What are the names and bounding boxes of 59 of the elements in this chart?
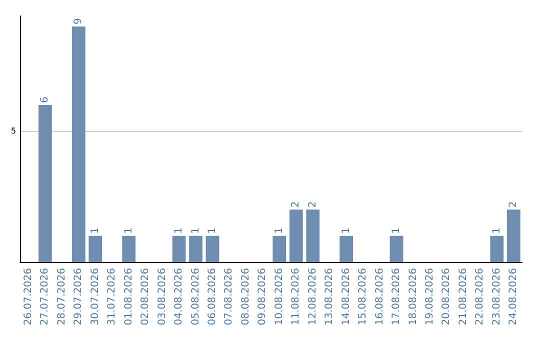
bar bbox=[340, 236, 354, 262]
x-tick-label: 10.08.2026 bbox=[274, 268, 285, 326]
x-tick-label: 13.08.2026 bbox=[324, 268, 336, 326]
bar bbox=[272, 236, 286, 262]
bar bbox=[38, 104, 52, 262]
data-label: 1 bbox=[206, 227, 218, 234]
x-tick-label: 21.08.2026 bbox=[458, 268, 469, 326]
data-label: 1 bbox=[190, 227, 202, 234]
data-label: 1 bbox=[274, 227, 285, 234]
x-tick-label: 08.08.2026 bbox=[240, 268, 252, 326]
x-tick-label: 06.08.2026 bbox=[206, 268, 218, 326]
bar bbox=[306, 210, 320, 262]
x-tick-label: 07.08.2026 bbox=[224, 268, 235, 326]
x-tick-label: 20.08.2026 bbox=[441, 268, 452, 326]
bar bbox=[172, 236, 186, 262]
x-tick-label: 29.07.2026 bbox=[73, 268, 84, 326]
data-label: 1 bbox=[340, 227, 352, 234]
x-tick-label: 24.08.2026 bbox=[508, 268, 520, 326]
x-tick-label: 15.08.2026 bbox=[358, 268, 369, 326]
x-tick-label: 19.08.2026 bbox=[424, 268, 436, 326]
bar bbox=[72, 26, 86, 262]
x-tick-label: 14.08.2026 bbox=[340, 268, 352, 326]
bar bbox=[189, 236, 202, 262]
data-label: 2 bbox=[290, 201, 302, 208]
x-tick-label: 09.08.2026 bbox=[257, 268, 268, 326]
data-label: 9 bbox=[73, 18, 84, 24]
x-tick-label: 26.07.2026 bbox=[22, 268, 34, 326]
bar bbox=[88, 236, 102, 262]
y-tick-label: 5 bbox=[10, 126, 16, 136]
data-label: 1 bbox=[123, 227, 134, 234]
x-tick-label: 04.08.2026 bbox=[174, 268, 185, 326]
x-tick-label: 18.08.2026 bbox=[408, 268, 419, 326]
x-tick-label: 05.08.2026 bbox=[190, 268, 202, 326]
data-label: 1 bbox=[491, 227, 502, 234]
data-label: 2 bbox=[508, 201, 520, 208]
bar bbox=[490, 236, 504, 262]
x-tick-label: 31.07.2026 bbox=[106, 268, 118, 326]
bar bbox=[289, 210, 303, 262]
x-tick-label: 22.08.2026 bbox=[474, 268, 486, 326]
data-label: 1 bbox=[391, 227, 402, 234]
data-label: 2 bbox=[307, 201, 318, 208]
x-tick-label: 17.08.2026 bbox=[391, 268, 402, 326]
x-tick-label: 12.08.2026 bbox=[307, 268, 318, 326]
bar bbox=[506, 210, 520, 262]
x-tick-label: 02.08.2026 bbox=[140, 268, 152, 326]
x-tick-label: 23.08.2026 bbox=[491, 268, 502, 326]
x-tick-label: 11.08.2026 bbox=[290, 268, 302, 326]
bar bbox=[206, 236, 220, 262]
bar bbox=[390, 236, 404, 262]
x-tick-label: 01.08.2026 bbox=[123, 268, 134, 326]
data-label: 6 bbox=[40, 96, 51, 103]
data-label: 1 bbox=[90, 227, 101, 234]
x-tick-label: 30.07.2026 bbox=[90, 268, 101, 326]
x-tick-label: 27.07.2026 bbox=[40, 268, 51, 326]
x-tick-label: 16.08.2026 bbox=[374, 268, 386, 326]
x-tick-label: 03.08.2026 bbox=[156, 268, 168, 326]
x-tick-label: 28.07.2026 bbox=[56, 268, 68, 326]
bar bbox=[122, 236, 136, 262]
data-label: 1 bbox=[174, 227, 185, 234]
